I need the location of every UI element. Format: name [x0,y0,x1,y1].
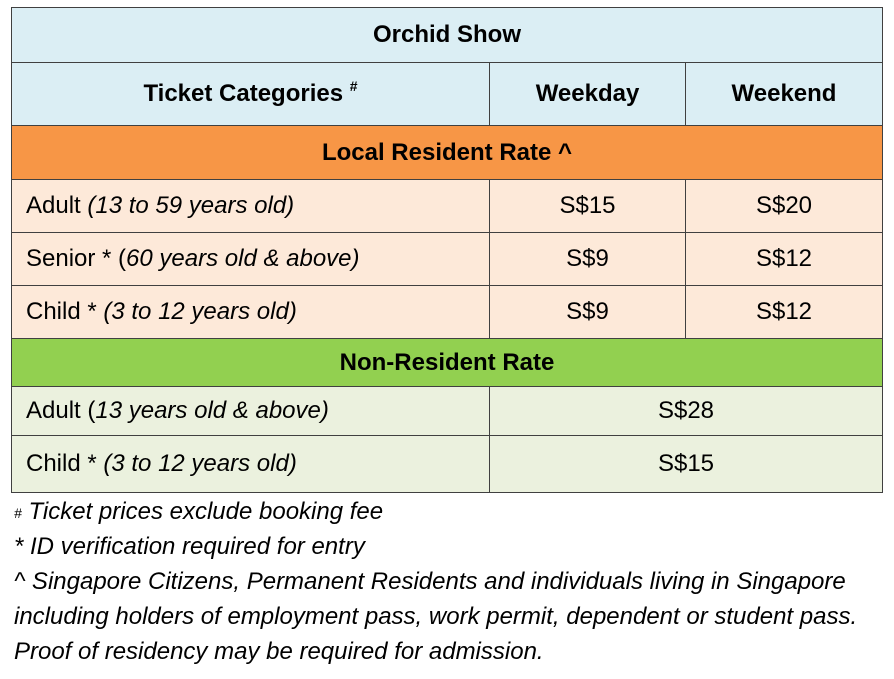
table-row: Senior * (60 years old & above) S$9 S$12 [11,232,883,286]
booking-footnote-text: Ticket prices exclude booking fee [28,498,384,525]
ticket-category-detail: (13 to 59 years old) [87,192,295,219]
table-row: Adult (13 to 59 years old) S$15 S$20 [11,179,883,233]
ticket-price-table-container: Orchid Show Ticket Categories # Weekday … [11,7,883,493]
category-column-header: Ticket Categories # [11,62,490,126]
booking-footnote-mark: # [14,505,22,521]
table-row: Adult (13 years old & above) S$28 [11,386,883,436]
weekday-price: S$15 [489,179,686,233]
table-title: Orchid Show [11,7,883,63]
footnote-booking-fee: # Ticket prices exclude booking fee [14,494,884,529]
table-row: Child * (3 to 12 years old) S$15 [11,435,883,493]
ticket-category-label: Child * [26,450,97,477]
flat-price: S$15 [489,435,883,493]
local-section-row: Local Resident Rate ^ [11,125,883,180]
weekend-price: S$12 [685,285,883,339]
flat-price: S$28 [489,386,883,436]
ticket-category-label: Child * [26,298,97,325]
table-row: Child * (3 to 12 years old) S$9 S$12 [11,285,883,339]
ticket-category-label: Adult ( [26,397,96,424]
weekend-column-header: Weekend [685,62,883,126]
weekday-price: S$9 [489,285,686,339]
footnote-id-verification: * ID verification required for entry [14,533,365,560]
ticket-category-detail: 60 years old & above) [126,245,360,272]
ticket-category-cell: Adult (13 to 59 years old) [11,179,490,233]
ticket-price-table: Orchid Show Ticket Categories # Weekday … [11,7,883,493]
ticket-category-detail: (3 to 12 years old) [103,298,297,325]
footnotes: # Ticket prices exclude booking fee * ID… [14,494,884,669]
column-header-row: Ticket Categories # Weekday Weekend [11,62,883,126]
local-section-heading: Local Resident Rate ^ [11,125,883,180]
ticket-category-cell: Senior * (60 years old & above) [11,232,490,286]
ticket-category-cell: Child * (3 to 12 years old) [11,285,490,339]
category-column-label: Ticket Categories [143,80,344,107]
nonresident-section-heading: Non-Resident Rate [11,338,883,387]
ticket-category-cell: Adult (13 years old & above) [11,386,490,436]
category-footnote-mark: # [349,78,358,94]
weekend-price: S$20 [685,179,883,233]
weekday-price: S$9 [489,232,686,286]
ticket-category-label: Adult [26,192,81,219]
weekday-column-header: Weekday [489,62,686,126]
title-row: Orchid Show [11,7,883,63]
nonresident-section-row: Non-Resident Rate [11,338,883,387]
footnote-residency: ^ Singapore Citizens, Permanent Resident… [14,568,858,665]
weekend-price: S$12 [685,232,883,286]
ticket-category-detail: 13 years old & above) [95,397,329,424]
ticket-category-label: Senior * ( [26,245,127,272]
ticket-category-cell: Child * (3 to 12 years old) [11,435,490,493]
ticket-category-detail: (3 to 12 years old) [103,450,297,477]
